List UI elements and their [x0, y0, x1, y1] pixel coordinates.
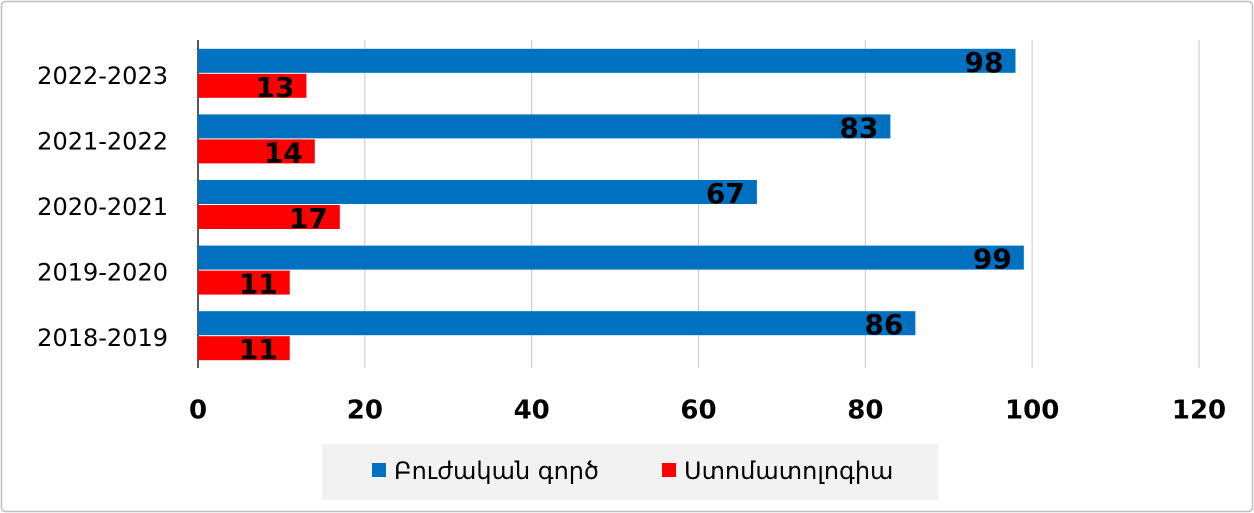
- value-label: 14: [264, 136, 303, 169]
- value-label: 17: [289, 202, 328, 235]
- y-tick-label: 2018-2019: [37, 324, 168, 352]
- y-tick-label: 2022-2023: [37, 62, 168, 90]
- value-label: 99: [973, 243, 1012, 276]
- value-label: 83: [839, 111, 878, 144]
- legend-swatch: [372, 463, 386, 477]
- y-tick-label: 2020-2021: [37, 193, 168, 221]
- bar: [198, 205, 340, 229]
- bar: [198, 311, 916, 336]
- x-tick-label: 80: [847, 396, 883, 426]
- x-tick-label: 100: [1005, 396, 1059, 426]
- bar: [198, 73, 307, 98]
- legend-swatch: [662, 463, 676, 477]
- value-label: 11: [239, 333, 278, 366]
- value-label: 98: [965, 46, 1004, 79]
- bar: [198, 336, 290, 361]
- x-tick-label: 60: [680, 396, 716, 426]
- bar: [198, 114, 891, 139]
- x-tick-label: 0: [189, 396, 207, 426]
- value-label: 86: [864, 308, 903, 341]
- bar: [198, 139, 315, 164]
- bar: [198, 245, 1024, 270]
- x-tick-label: 20: [347, 396, 383, 426]
- value-label: 67: [706, 177, 745, 210]
- y-tick-label: 2021-2022: [37, 127, 168, 155]
- legend-label: Բուժական գործ: [394, 457, 599, 485]
- value-label: 11: [239, 268, 278, 301]
- bar: [198, 270, 290, 295]
- x-tick-label: 120: [1172, 396, 1226, 426]
- legend-box: [322, 444, 938, 500]
- legend-label: Ստոմատոլոգիա: [684, 457, 893, 485]
- bar: [198, 48, 1016, 73]
- x-tick-label: 40: [514, 396, 550, 426]
- bar: [198, 180, 757, 204]
- y-tick-label: 2019-2020: [37, 259, 168, 287]
- value-label: 13: [255, 71, 294, 104]
